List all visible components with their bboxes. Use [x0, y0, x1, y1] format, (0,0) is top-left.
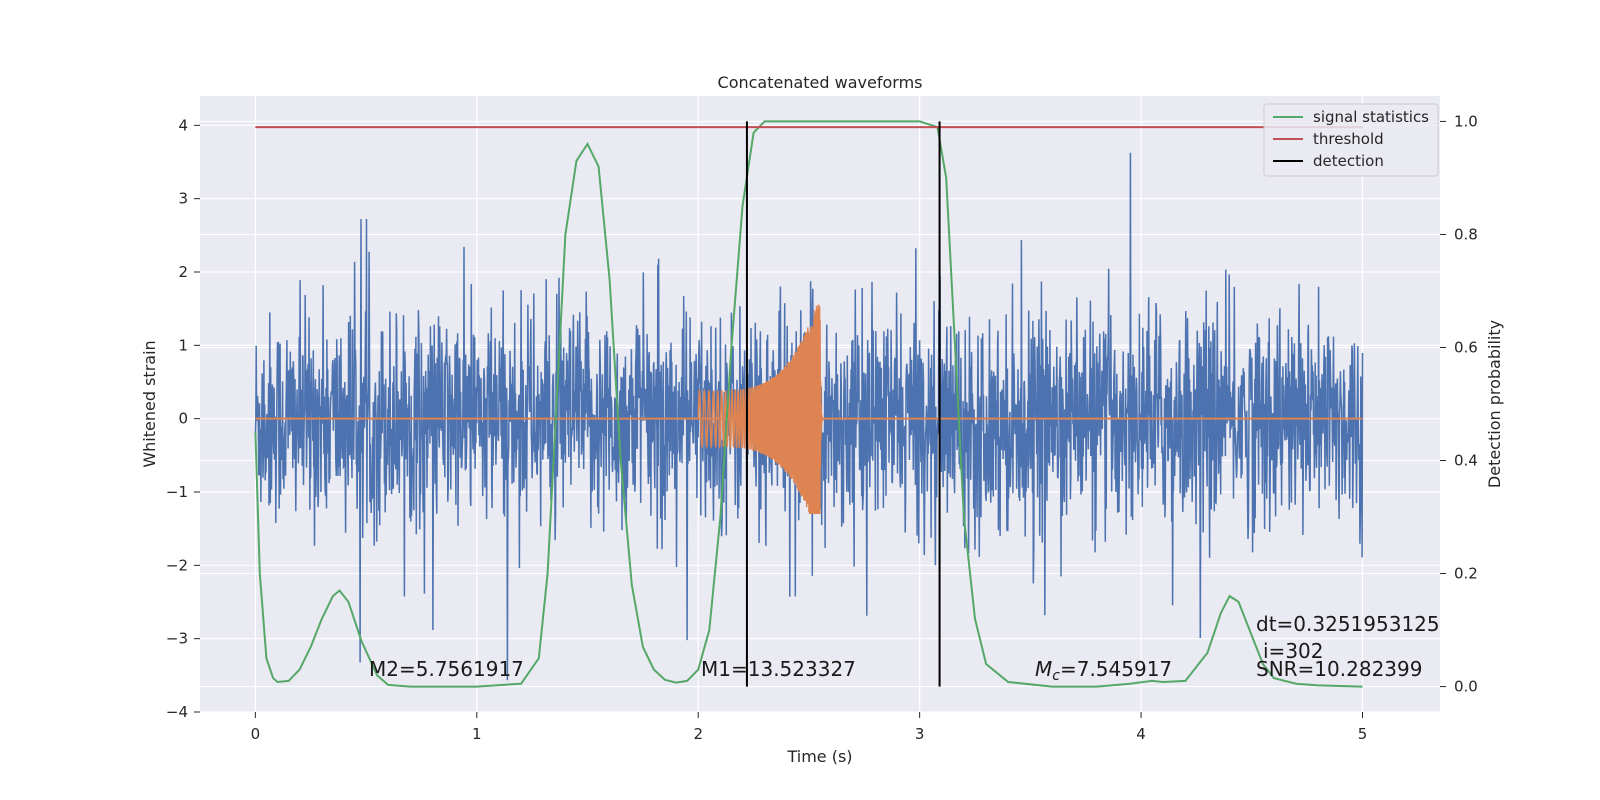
y-tick-label: 1 [178, 336, 188, 354]
y2-tick-label: 0.0 [1454, 678, 1478, 696]
legend-label-signal-statistics: signal statistics [1313, 108, 1429, 126]
legend-label-threshold: threshold [1313, 130, 1384, 148]
y-tick-label: 2 [178, 263, 188, 281]
x-tick-label: 1 [472, 725, 482, 743]
y-tick-label: −1 [166, 483, 188, 501]
signal-statistics-line [254, 120, 1363, 688]
x-tick-label: 0 [251, 725, 261, 743]
annotation-mc-subscript: c [1052, 668, 1060, 684]
x-tick-label: 5 [1358, 725, 1368, 743]
y2-tick-label: 0.8 [1454, 225, 1478, 243]
annotation-mc-symbol: M [1035, 657, 1052, 681]
y-tick-label: −3 [166, 630, 188, 648]
legend: signal statistics threshold detection [1263, 103, 1439, 177]
x-tick-label: 2 [693, 725, 703, 743]
template-waveform-line [697, 304, 825, 515]
y2-tick-label: 0.2 [1454, 565, 1478, 583]
y-axis-label: Whitened strain [140, 340, 159, 467]
y2-tick-label: 1.0 [1454, 112, 1478, 130]
chart-title: Concatenated waveforms [718, 73, 923, 92]
left-axis-ticks: −4 −3 −2 −1 0 1 2 3 4 [166, 116, 200, 721]
annotation-m1: M1=13.523327 [701, 657, 856, 681]
annotation-m2: M2=5.7561917 [369, 657, 524, 681]
x-tick-label: 4 [1136, 725, 1146, 743]
x-axis-label: Time (s) [786, 747, 852, 766]
annotation-dt: dt=0.3251953125 [1256, 612, 1440, 636]
y-tick-label: −4 [166, 703, 188, 721]
legend-label-detection: detection [1313, 152, 1384, 170]
annotation-mc: Mc=7.545917 [1035, 657, 1172, 684]
annotation-mc-value: =7.545917 [1060, 657, 1172, 681]
x-tick-label: 3 [915, 725, 925, 743]
y2-tick-label: 0.4 [1454, 452, 1478, 470]
legend-box [1263, 103, 1439, 177]
annotation-snr: SNR=10.282399 [1256, 657, 1422, 681]
y-tick-label: −2 [166, 556, 188, 574]
y2-axis-label: Detection probability [1485, 320, 1504, 488]
annotation-i: i=302 [1263, 639, 1324, 663]
y2-tick-label: 0.6 [1454, 338, 1478, 356]
y-tick-label: 4 [178, 116, 188, 134]
right-axis-ticks: 0.0 0.2 0.4 0.6 0.8 1.0 [1440, 112, 1478, 696]
y-tick-label: 0 [178, 410, 188, 428]
y-tick-label: 3 [178, 190, 188, 208]
x-axis-ticks: 0 1 2 3 4 5 [251, 712, 1368, 743]
